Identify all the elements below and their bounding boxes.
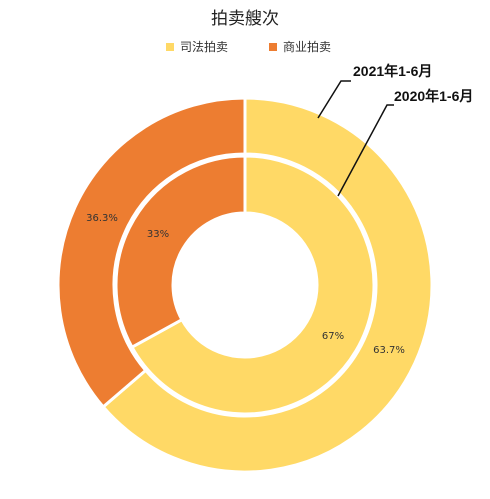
legend-label-0: 司法拍卖	[180, 39, 228, 54]
rings	[56, 96, 434, 474]
slice-label-inner-0: 67%	[322, 331, 344, 342]
slice-outer-0	[101, 96, 434, 474]
legend: 司法拍卖 商业拍卖	[166, 39, 331, 54]
slice-inner-1	[114, 154, 247, 350]
slice-inner-0	[129, 154, 376, 416]
legend-label-1: 商业拍卖	[283, 39, 331, 54]
slice-label-outer-0: 63.7%	[373, 345, 405, 356]
slice-label-outer-1: 36.3%	[86, 213, 118, 224]
legend-swatch-0	[166, 43, 174, 51]
callout-outer-label: 2021年1-6月	[353, 63, 432, 79]
callouts: 2021年1-6月 2020年1-6月	[317, 63, 473, 197]
slice-label-inner-1: 33%	[147, 229, 169, 240]
slice-labels: 63.7% 36.3% 67% 33%	[86, 213, 405, 356]
callout-inner-label: 2020年1-6月	[394, 88, 473, 104]
slice-outer-1	[56, 96, 247, 410]
callout-leader-outer	[317, 80, 351, 119]
callout-leader-inner	[337, 104, 394, 197]
legend-swatch-1	[269, 43, 277, 51]
chart-title: 拍卖艘次	[211, 9, 279, 29]
